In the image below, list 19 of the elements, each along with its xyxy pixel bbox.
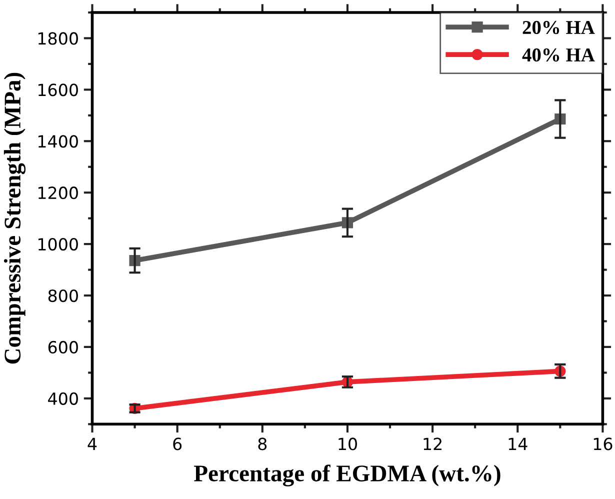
x-tick-label: 6 <box>173 438 182 450</box>
x-tick-label: 12 <box>424 438 442 450</box>
y-tick-label: 1200 <box>38 186 78 200</box>
legend-label: 40% HA <box>522 48 595 62</box>
y-tick-label: 400 <box>48 392 78 405</box>
y-tick-label: 1400 <box>38 135 78 148</box>
x-tick-label: 10 <box>338 438 357 450</box>
x-tick-label: 14 <box>508 438 528 450</box>
x-tick-label: 16 <box>594 438 612 450</box>
x-tick-label: 8 <box>258 438 267 450</box>
y-axis-title: Compressive Strength (MPa) <box>4 72 26 364</box>
x-axis-title: Percentage of EGDMA (wt.%) <box>194 464 500 486</box>
x-tick-label: 4 <box>88 438 97 450</box>
y-tick-label: 1600 <box>38 84 78 96</box>
legend-label: 20% HA <box>522 20 595 34</box>
y-tick-label: 1000 <box>38 238 78 251</box>
y-tick-label: 800 <box>48 289 78 302</box>
y-tick-label: 600 <box>48 340 78 354</box>
y-tick-label: 1800 <box>38 32 78 45</box>
